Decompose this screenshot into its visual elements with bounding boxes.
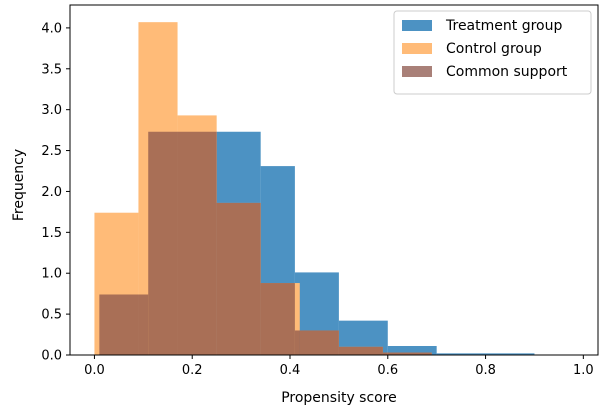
- control-legend-swatch: [402, 43, 432, 54]
- common-bar: [387, 352, 432, 355]
- x-axis-title: Propensity score: [281, 390, 397, 406]
- x-tick-label: 0.8: [475, 363, 496, 378]
- y-tick-label: 2.5: [41, 144, 62, 159]
- y-tick-label: 0.5: [41, 308, 62, 323]
- common-bar: [138, 294, 149, 355]
- treatment-legend-swatch: [402, 20, 432, 31]
- common-legend-swatch: [402, 66, 432, 77]
- common-bar: [99, 294, 139, 355]
- y-axis-title: Frequency: [11, 149, 27, 221]
- bars-layer: [94, 22, 535, 356]
- y-tick-label: 2.0: [41, 185, 62, 200]
- treatment-legend-label: Treatment group: [445, 18, 562, 34]
- x-tick-label: 0.0: [84, 363, 105, 378]
- y-tick-label: 3.0: [41, 103, 62, 118]
- y-tick-label: 4.0: [41, 21, 62, 36]
- common-bar: [338, 346, 383, 355]
- x-tick-label: 0.4: [280, 363, 301, 378]
- y-tick-label: 1.0: [41, 267, 62, 282]
- legend: Treatment group Control group Common suppo…: [393, 10, 592, 95]
- y-tick-label: 0.0: [41, 349, 62, 364]
- x-tick-label: 1.0: [573, 363, 594, 378]
- y-tick-label: 1.5: [41, 226, 62, 241]
- common-bar: [382, 352, 388, 355]
- common-bar: [260, 283, 295, 355]
- common-bar: [294, 330, 339, 355]
- x-tick-label: 0.2: [182, 363, 203, 378]
- common-bar: [216, 202, 261, 355]
- x-tick-label: 0.6: [377, 363, 398, 378]
- treatment-bar: [436, 353, 535, 355]
- common-bar: [177, 131, 217, 355]
- control-legend-label: Control group: [446, 41, 542, 57]
- treatment-bar: [387, 346, 437, 355]
- common-bar: [148, 131, 178, 355]
- axes-layer: 0.0 0.2 0.4 0.6 0.8 1.0 0.0 0.5 1.0 1.5 2.0 2.5 3.0 3…: [41, 4, 599, 378]
- common-legend-label: Common support: [446, 64, 568, 80]
- plot-frame: [69, 4, 599, 356]
- y-tick-label: 3.5: [41, 62, 62, 77]
- legend-box: [393, 10, 592, 95]
